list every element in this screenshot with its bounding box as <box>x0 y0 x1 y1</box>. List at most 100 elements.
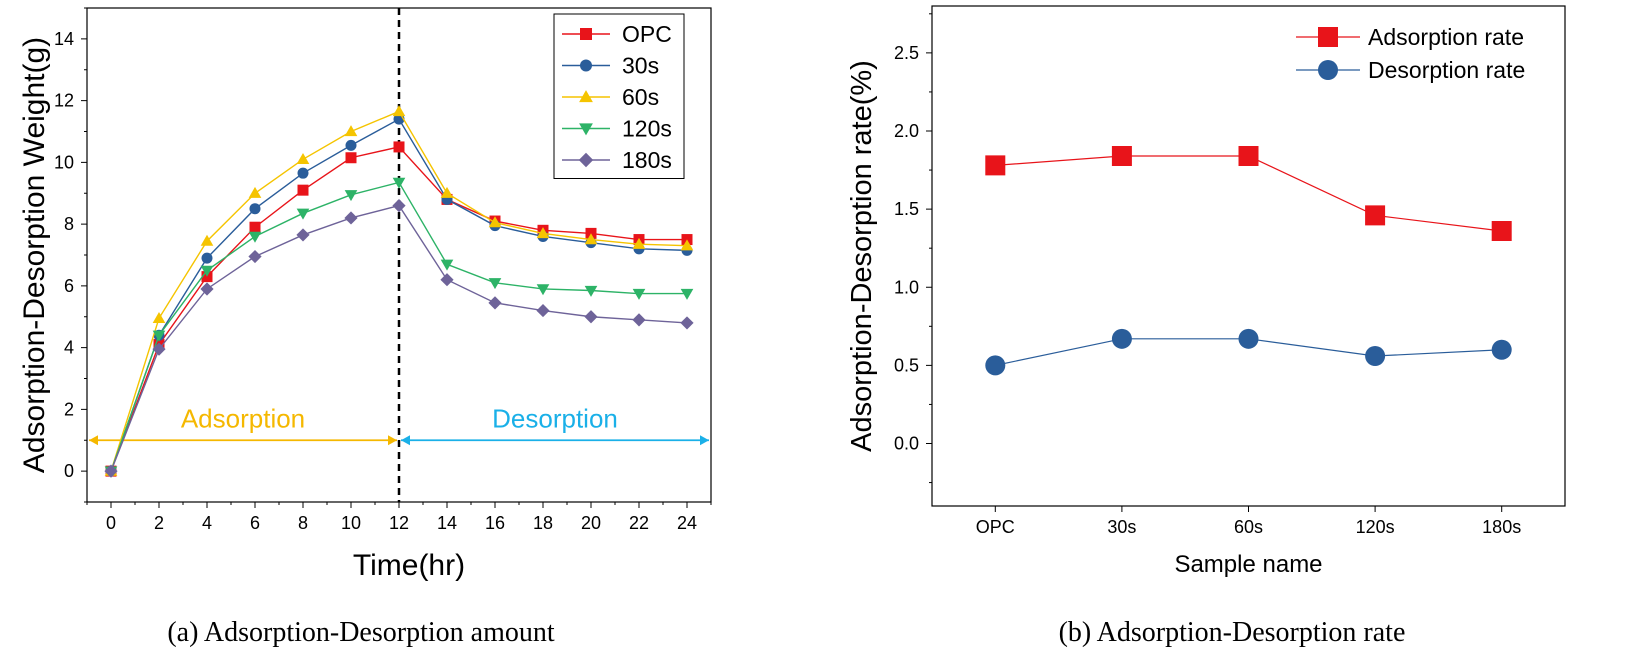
data-point <box>345 139 357 151</box>
data-point <box>248 249 262 264</box>
x-tick-label: 6 <box>250 513 260 533</box>
data-point <box>392 199 406 213</box>
legend-label: 120s <box>622 116 672 142</box>
data-point <box>680 316 694 330</box>
data-point <box>248 231 262 243</box>
data-point <box>200 265 214 277</box>
legend-box <box>553 13 685 179</box>
y-axis-title: Adsorption-Desorption rate(%) <box>846 60 878 452</box>
y-tick-label: 0 <box>64 461 74 481</box>
data-point <box>200 282 214 296</box>
data-point <box>1111 146 1132 166</box>
y-tick-label: 2 <box>64 399 74 419</box>
data-point <box>584 285 598 297</box>
data-point <box>297 184 309 196</box>
legend-marker <box>1318 27 1338 47</box>
data-point <box>152 330 166 342</box>
data-point <box>344 125 358 137</box>
data-point <box>584 233 598 245</box>
data-point <box>392 105 406 117</box>
data-point <box>296 208 310 220</box>
y-tick-label: 12 <box>54 91 74 111</box>
x-tick-label: 0 <box>106 513 116 533</box>
x-tick-label: 30s <box>1107 517 1136 537</box>
data-point <box>632 237 646 249</box>
x-tick-label: 180s <box>1482 517 1521 537</box>
data-point <box>488 296 502 310</box>
legend-marker <box>1318 60 1338 80</box>
data-point <box>440 273 454 287</box>
legend-label: 30s <box>622 53 659 79</box>
x-tick-label: 14 <box>437 513 457 533</box>
data-point <box>632 313 646 327</box>
x-tick-label: 16 <box>485 513 505 533</box>
phase-label: Desorption <box>492 404 618 434</box>
y-tick-label: 1.5 <box>894 199 919 219</box>
data-point <box>1491 221 1512 241</box>
y-axis-title: Adsorption-Desorption Weight(g) <box>18 37 51 473</box>
caption-a: (a) Adsorption-Desorption amount <box>167 617 554 648</box>
data-point <box>393 141 405 153</box>
y-tick-label: 0.5 <box>894 355 919 375</box>
x-tick-label: 18 <box>533 513 553 533</box>
x-tick-label: 20 <box>581 513 601 533</box>
caption-b: (b) Adsorption-Desorption rate <box>1059 617 1406 648</box>
data-point <box>1491 339 1512 360</box>
data-point <box>248 186 262 198</box>
data-point <box>1238 146 1259 166</box>
chart-adsorption-desorption-amount: 0 2 4 6 8 10 12 14 16 18 20 22 2402468101214Time(hr)… <box>18 7 712 648</box>
data-point <box>344 190 358 202</box>
x-tick-label: 2 <box>154 513 164 533</box>
chart-adsorption-desorption-rate: OPC 30s 60s 120s 180s 0.0 0.5 1.0 1.5 2.0 2.5 Sampl… <box>846 5 1566 648</box>
y-tick-label: 2.0 <box>894 121 919 141</box>
data-point <box>1365 346 1386 366</box>
phase-arrowhead-right <box>388 435 397 446</box>
phase-arrowhead-left <box>89 435 98 446</box>
legend-marker <box>579 90 593 103</box>
data-point <box>249 203 261 215</box>
data-point <box>680 288 694 300</box>
y-tick-label: 4 <box>64 338 74 358</box>
y-tick-label: 14 <box>54 29 74 49</box>
data-point <box>296 152 310 164</box>
data-point <box>632 288 646 300</box>
x-tick-label: 60s <box>1234 517 1263 537</box>
data-point <box>680 239 694 251</box>
data-point <box>440 259 454 271</box>
data-point <box>345 152 357 164</box>
data-point <box>392 177 406 189</box>
phase-label: Adsorption <box>181 404 305 434</box>
x-tick-label: 12 <box>389 513 409 533</box>
y-tick-label: 10 <box>54 152 74 172</box>
x-axis-title: Time(hr) <box>353 549 465 582</box>
x-tick-label: 120s <box>1356 517 1395 537</box>
data-point <box>536 303 550 318</box>
x-axis-title: Sample name <box>1174 551 1322 578</box>
y-tick-label: 8 <box>64 214 74 234</box>
data-point <box>488 278 502 290</box>
legend-marker <box>578 152 594 168</box>
x-tick-label: OPC <box>976 517 1015 537</box>
legend-label: Desorption rate <box>1368 57 1525 83</box>
legend-label: 180s <box>622 147 672 173</box>
data-point <box>536 284 550 296</box>
x-tick-label: 24 <box>677 513 697 533</box>
data-point <box>344 211 358 225</box>
legend-marker <box>580 59 592 72</box>
legend-marker <box>580 28 592 40</box>
legend-label: OPC <box>622 21 672 47</box>
data-point <box>536 227 550 239</box>
legend-label: 60s <box>622 84 659 110</box>
legend-marker <box>579 123 593 136</box>
data-point <box>297 167 309 179</box>
data-point <box>584 310 598 324</box>
y-tick-label: 0.0 <box>894 434 919 454</box>
data-point <box>152 311 166 323</box>
y-tick-label: 2.5 <box>894 43 919 63</box>
phase-arrowhead-left <box>401 435 410 446</box>
x-tick-label: 4 <box>202 513 212 533</box>
data-point <box>985 355 1006 376</box>
data-point <box>1238 328 1259 349</box>
y-tick-label: 6 <box>64 276 74 296</box>
